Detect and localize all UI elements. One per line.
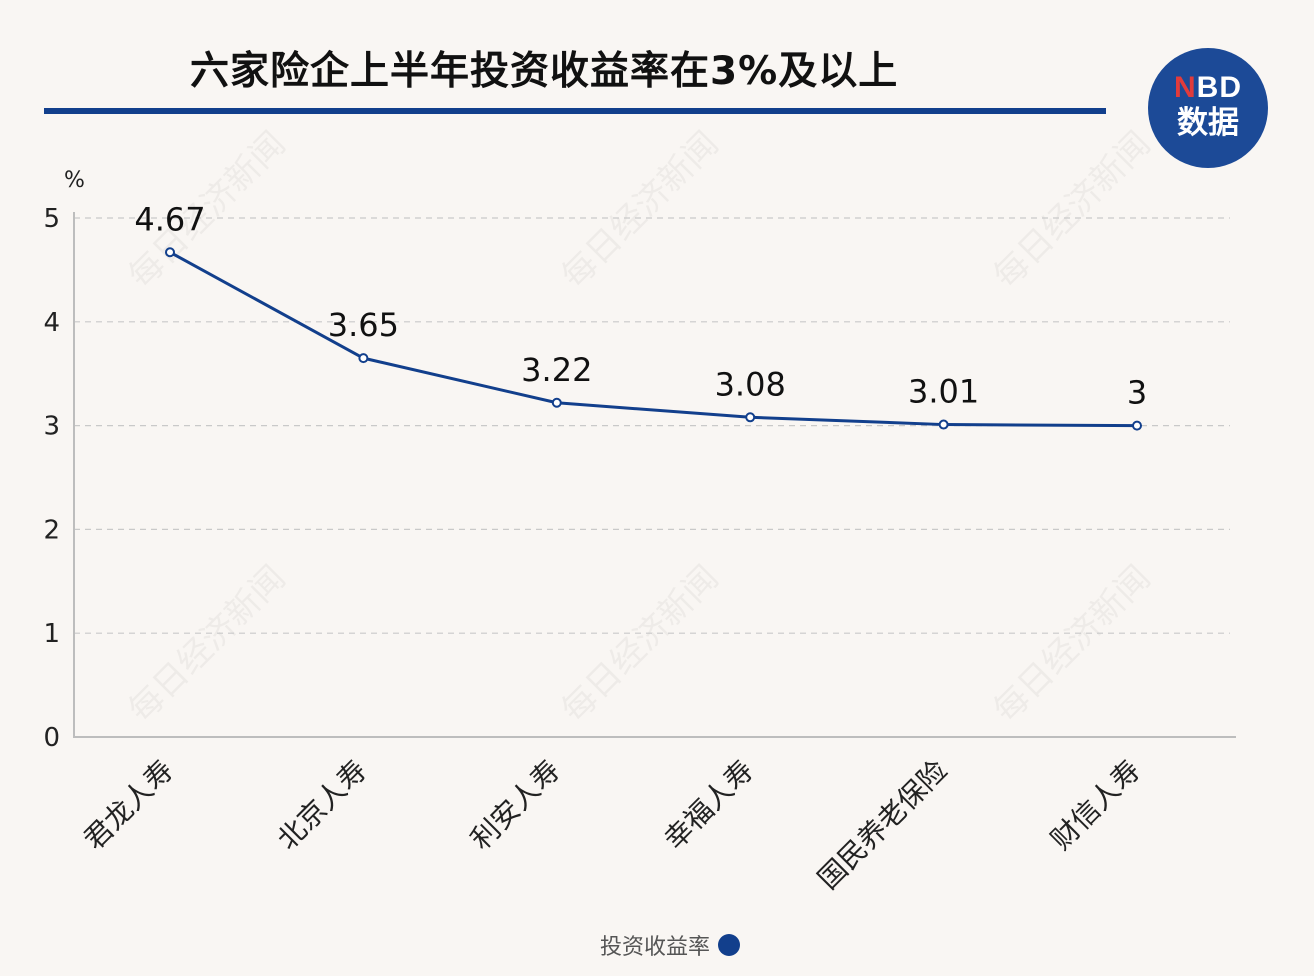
data-point[interactable] bbox=[551, 397, 562, 408]
data-label: 3.22 bbox=[521, 351, 592, 389]
watermark-text: 每日经济新闻 bbox=[986, 124, 1159, 297]
data-label: 3.65 bbox=[328, 306, 399, 344]
data-point[interactable] bbox=[358, 353, 369, 364]
legend-label: 投资收益率 bbox=[600, 935, 711, 960]
title-underline bbox=[44, 108, 1106, 114]
series-layer bbox=[165, 247, 1142, 431]
data-point[interactable] bbox=[938, 419, 949, 430]
axes bbox=[73, 212, 1236, 738]
data-label: 3 bbox=[1127, 374, 1147, 412]
x-axis-ticks: 君龙人寿 北京人寿 利安人寿 幸福人寿 国民养老保险 财信人寿 bbox=[77, 754, 1147, 896]
watermark-text: 每日经济新闻 bbox=[121, 558, 294, 731]
logo-subtitle: 数据 bbox=[1177, 105, 1239, 141]
nbd-logo: NBD 数据 bbox=[1148, 48, 1268, 168]
logo-wordmark: NBD bbox=[1148, 72, 1268, 104]
legend[interactable]: 投资收益率 bbox=[600, 930, 741, 960]
watermark-text: 每日经济新闻 bbox=[554, 124, 727, 297]
y-tick-label: 1 bbox=[43, 619, 60, 649]
logo-letter-n: N bbox=[1173, 71, 1197, 104]
data-label: 3.01 bbox=[908, 373, 979, 411]
data-point[interactable] bbox=[165, 247, 175, 258]
y-tick-label: 4 bbox=[43, 308, 60, 338]
data-labels: 4.67 3.65 3.22 3.08 3.01 3 bbox=[134, 200, 1147, 411]
y-tick-label: 3 bbox=[43, 412, 60, 442]
watermark-text: 每日经济新闻 bbox=[554, 558, 727, 731]
grid-lines bbox=[74, 217, 1230, 634]
x-tick-label: 君龙人寿 bbox=[77, 754, 180, 857]
legend-marker bbox=[718, 934, 741, 956]
x-tick-label: 幸福人寿 bbox=[658, 754, 761, 857]
x-tick-label: 北京人寿 bbox=[271, 754, 374, 857]
x-tick-label: 国民养老保险 bbox=[811, 754, 953, 896]
data-label: 4.67 bbox=[134, 200, 205, 238]
x-tick-label: 利安人寿 bbox=[464, 754, 567, 857]
data-point[interactable] bbox=[1132, 420, 1142, 431]
watermark-text: 每日经济新闻 bbox=[986, 558, 1159, 731]
data-label: 3.08 bbox=[715, 365, 786, 403]
y-tick-label: 2 bbox=[43, 515, 60, 545]
chart-title: 六家险企上半年投资收益率在3%及以上 bbox=[190, 49, 899, 94]
x-tick-label: 财信人寿 bbox=[1044, 754, 1147, 857]
y-axis-ticks: 0 1 2 3 4 5 bbox=[43, 204, 60, 753]
series-line bbox=[169, 250, 1138, 428]
logo-letters-bd: BD bbox=[1196, 71, 1242, 104]
y-tick-label: 5 bbox=[43, 204, 60, 234]
data-point[interactable] bbox=[745, 412, 756, 423]
y-axis-unit-label: % bbox=[64, 168, 85, 193]
y-tick-label: 0 bbox=[43, 723, 60, 753]
